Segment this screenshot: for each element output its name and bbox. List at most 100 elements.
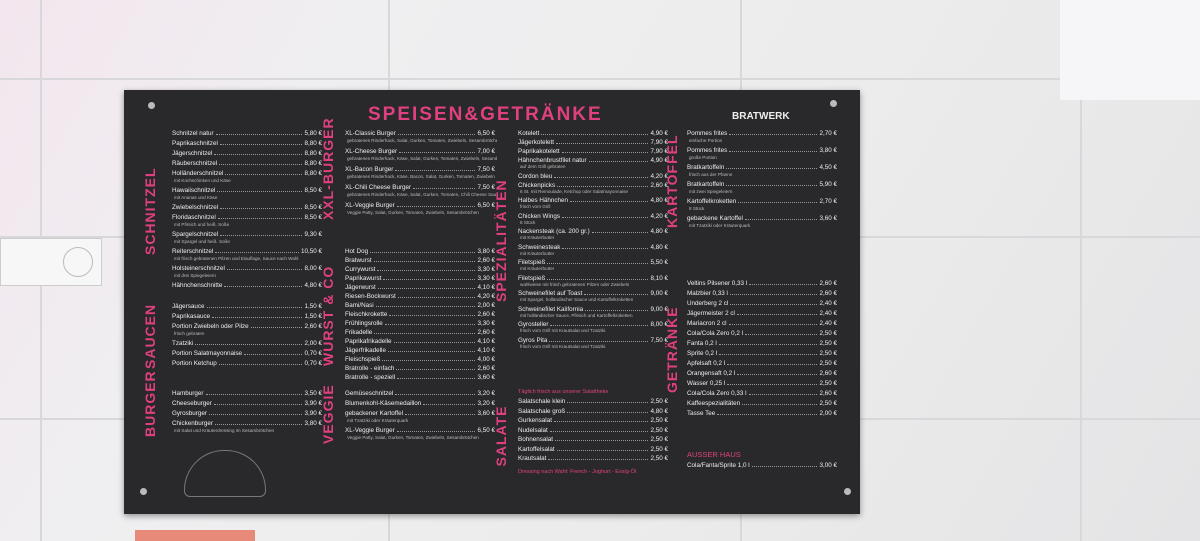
item-note: Veggie Patty, Salat, Gurken, Tomaten, Zw… bbox=[347, 210, 479, 215]
item-name: Schweinefilet Kalifornia bbox=[518, 305, 584, 313]
leader bbox=[396, 369, 476, 370]
item-note: mit Kräuterbutter bbox=[520, 235, 555, 240]
item-price: 4,10 € bbox=[477, 284, 495, 291]
section-intro: Täglich frisch aus unserer Salattheke bbox=[518, 389, 609, 395]
item-name: Jägerkotelett bbox=[518, 139, 555, 146]
item-note: mit Kräuterbutter bbox=[520, 266, 555, 271]
item-price: 5,50 € bbox=[650, 259, 668, 266]
menu-item: Gurkensalat 2,50 € bbox=[518, 417, 668, 424]
item-name: Apfelsaft 0,2 l bbox=[687, 360, 726, 367]
item-name: Kartoffelkroketten bbox=[687, 198, 737, 205]
item-price: 7,50 € bbox=[477, 166, 495, 173]
item-note: gebratenes Rinderhack, Käse, Bacon, Sala… bbox=[347, 174, 495, 179]
item-note: auf dem Grill gebraten bbox=[520, 164, 566, 169]
item-price: 4,20 € bbox=[650, 172, 668, 180]
item-price: 7,50 € bbox=[477, 184, 495, 191]
socket bbox=[63, 247, 93, 277]
menu-item: Reiterschnitzel 10,50 € bbox=[172, 248, 322, 255]
leader bbox=[547, 263, 649, 264]
menu-item: gebackene Kartoffel 3,60 € bbox=[687, 215, 837, 222]
leader bbox=[377, 270, 476, 271]
item-price: 2,50 € bbox=[650, 436, 668, 443]
leader bbox=[749, 284, 818, 285]
leader bbox=[591, 232, 649, 233]
leader bbox=[737, 374, 818, 375]
section-heading: SAUCEN bbox=[142, 303, 158, 370]
item-name: Underberg 2 cl bbox=[687, 300, 729, 307]
menu-item: Zwiebelschnitzel 8,50 € bbox=[172, 204, 322, 211]
item-price: 2,60 € bbox=[304, 323, 322, 330]
menu-item: Jägerschnitzel 8,80 € bbox=[172, 150, 322, 157]
item-price: 2,60 € bbox=[819, 290, 837, 297]
section-heading: SALATE bbox=[493, 405, 509, 467]
item-name: Paprikakotelett bbox=[518, 148, 560, 155]
leader bbox=[567, 411, 649, 413]
menu-item: Nudelsalat 2,50 € bbox=[518, 427, 668, 434]
item-price: 4,90 € bbox=[650, 157, 668, 164]
menu-item: Bratkartoffeln 4,50 € bbox=[687, 164, 837, 171]
leader bbox=[556, 143, 649, 144]
screw bbox=[140, 488, 147, 495]
menu-item: Jägermeister 2 cl 2,40 € bbox=[687, 310, 837, 317]
item-name: Cola/Cola Zero 0,33 l bbox=[687, 390, 747, 397]
item-price: 5,80 € bbox=[304, 130, 322, 137]
item-name: Schweinefilet auf Toast bbox=[518, 290, 583, 297]
item-note: mit drei Spiegeleiern bbox=[174, 273, 216, 278]
item-name: Malzbier 0,33 l bbox=[687, 290, 728, 297]
leader bbox=[423, 404, 476, 405]
leader bbox=[214, 154, 303, 155]
section-heading: VEGGIE bbox=[320, 384, 336, 444]
section-heading: XXL-BURGER bbox=[320, 117, 336, 220]
item-price: 2,60 € bbox=[650, 181, 668, 189]
leader bbox=[215, 134, 303, 135]
menu-item: Tzatziki 2,00 € bbox=[172, 340, 322, 347]
leader bbox=[548, 459, 649, 460]
item-name: Holländerschnitzel bbox=[172, 170, 224, 177]
item-price: 2,50 € bbox=[650, 417, 668, 424]
menu-item: Nackensteak (ca. 200 gr.) 4,80 € bbox=[518, 228, 668, 235]
leader bbox=[206, 307, 303, 308]
menu-item: Bratrolle - speziell 3,60 € bbox=[345, 374, 495, 381]
item-price: 4,00 € bbox=[477, 356, 495, 363]
menu-item: Holländerschnitzel 8,80 € bbox=[172, 170, 322, 177]
item-price: 2,50 € bbox=[819, 330, 837, 337]
leader bbox=[396, 431, 476, 432]
leader bbox=[555, 440, 649, 441]
item-name: Krautsalat bbox=[518, 455, 547, 462]
leader bbox=[220, 235, 303, 236]
menu-item: Apfelsaft 0,2 l 2,50 € bbox=[687, 360, 837, 367]
leader bbox=[382, 360, 476, 361]
leader bbox=[209, 414, 303, 415]
leader bbox=[553, 421, 649, 422]
menu-item: Mariacron 2 cl 2,40 € bbox=[687, 320, 837, 327]
item-price: 3,50 € bbox=[304, 390, 322, 397]
menu-item: Gyrosteller 8,00 € bbox=[518, 321, 668, 328]
leader bbox=[727, 384, 818, 385]
leader bbox=[729, 294, 818, 295]
item-name: Pommes frites bbox=[687, 147, 728, 154]
item-price: 2,00 € bbox=[304, 340, 322, 347]
item-note: mit Salat und Kräuterdressing im Sesambr… bbox=[174, 428, 275, 433]
item-price: 3,20 € bbox=[477, 400, 495, 407]
menu-item: XL-Chili Cheese Burger 7,50 € bbox=[345, 184, 495, 191]
menu-item: Pommes frites 2,70 € bbox=[687, 130, 837, 137]
menu-item: Paprikasauce 1,50 € bbox=[172, 313, 322, 320]
leader bbox=[727, 364, 818, 365]
leader bbox=[744, 219, 818, 220]
item-price: 10,50 € bbox=[300, 248, 322, 255]
leader bbox=[384, 324, 476, 325]
leader bbox=[375, 306, 476, 307]
item-name: Bratrolle - einfach bbox=[345, 365, 395, 372]
item-price: 2,40 € bbox=[819, 310, 837, 317]
item-name: Filetspieß bbox=[518, 274, 546, 282]
leader bbox=[717, 414, 818, 415]
item-price: 2,50 € bbox=[650, 455, 668, 462]
menu-item: Veltins Pilsener 0,33 l 2,60 € bbox=[687, 280, 837, 287]
item-note: frisch vom Grill bbox=[520, 204, 551, 209]
menu-item: Bratkartoffeln 5,90 € bbox=[687, 181, 837, 188]
item-note: wahlweise mit frisch gebratenen Pilzen o… bbox=[520, 281, 630, 287]
item-price: 3,20 € bbox=[477, 390, 495, 397]
menu-item: XL-Classic Burger 6,50 € bbox=[345, 130, 495, 137]
menu-item: Orangensaft 0,2 l 2,60 € bbox=[687, 370, 837, 377]
item-name: Salatschale groß bbox=[518, 407, 566, 415]
